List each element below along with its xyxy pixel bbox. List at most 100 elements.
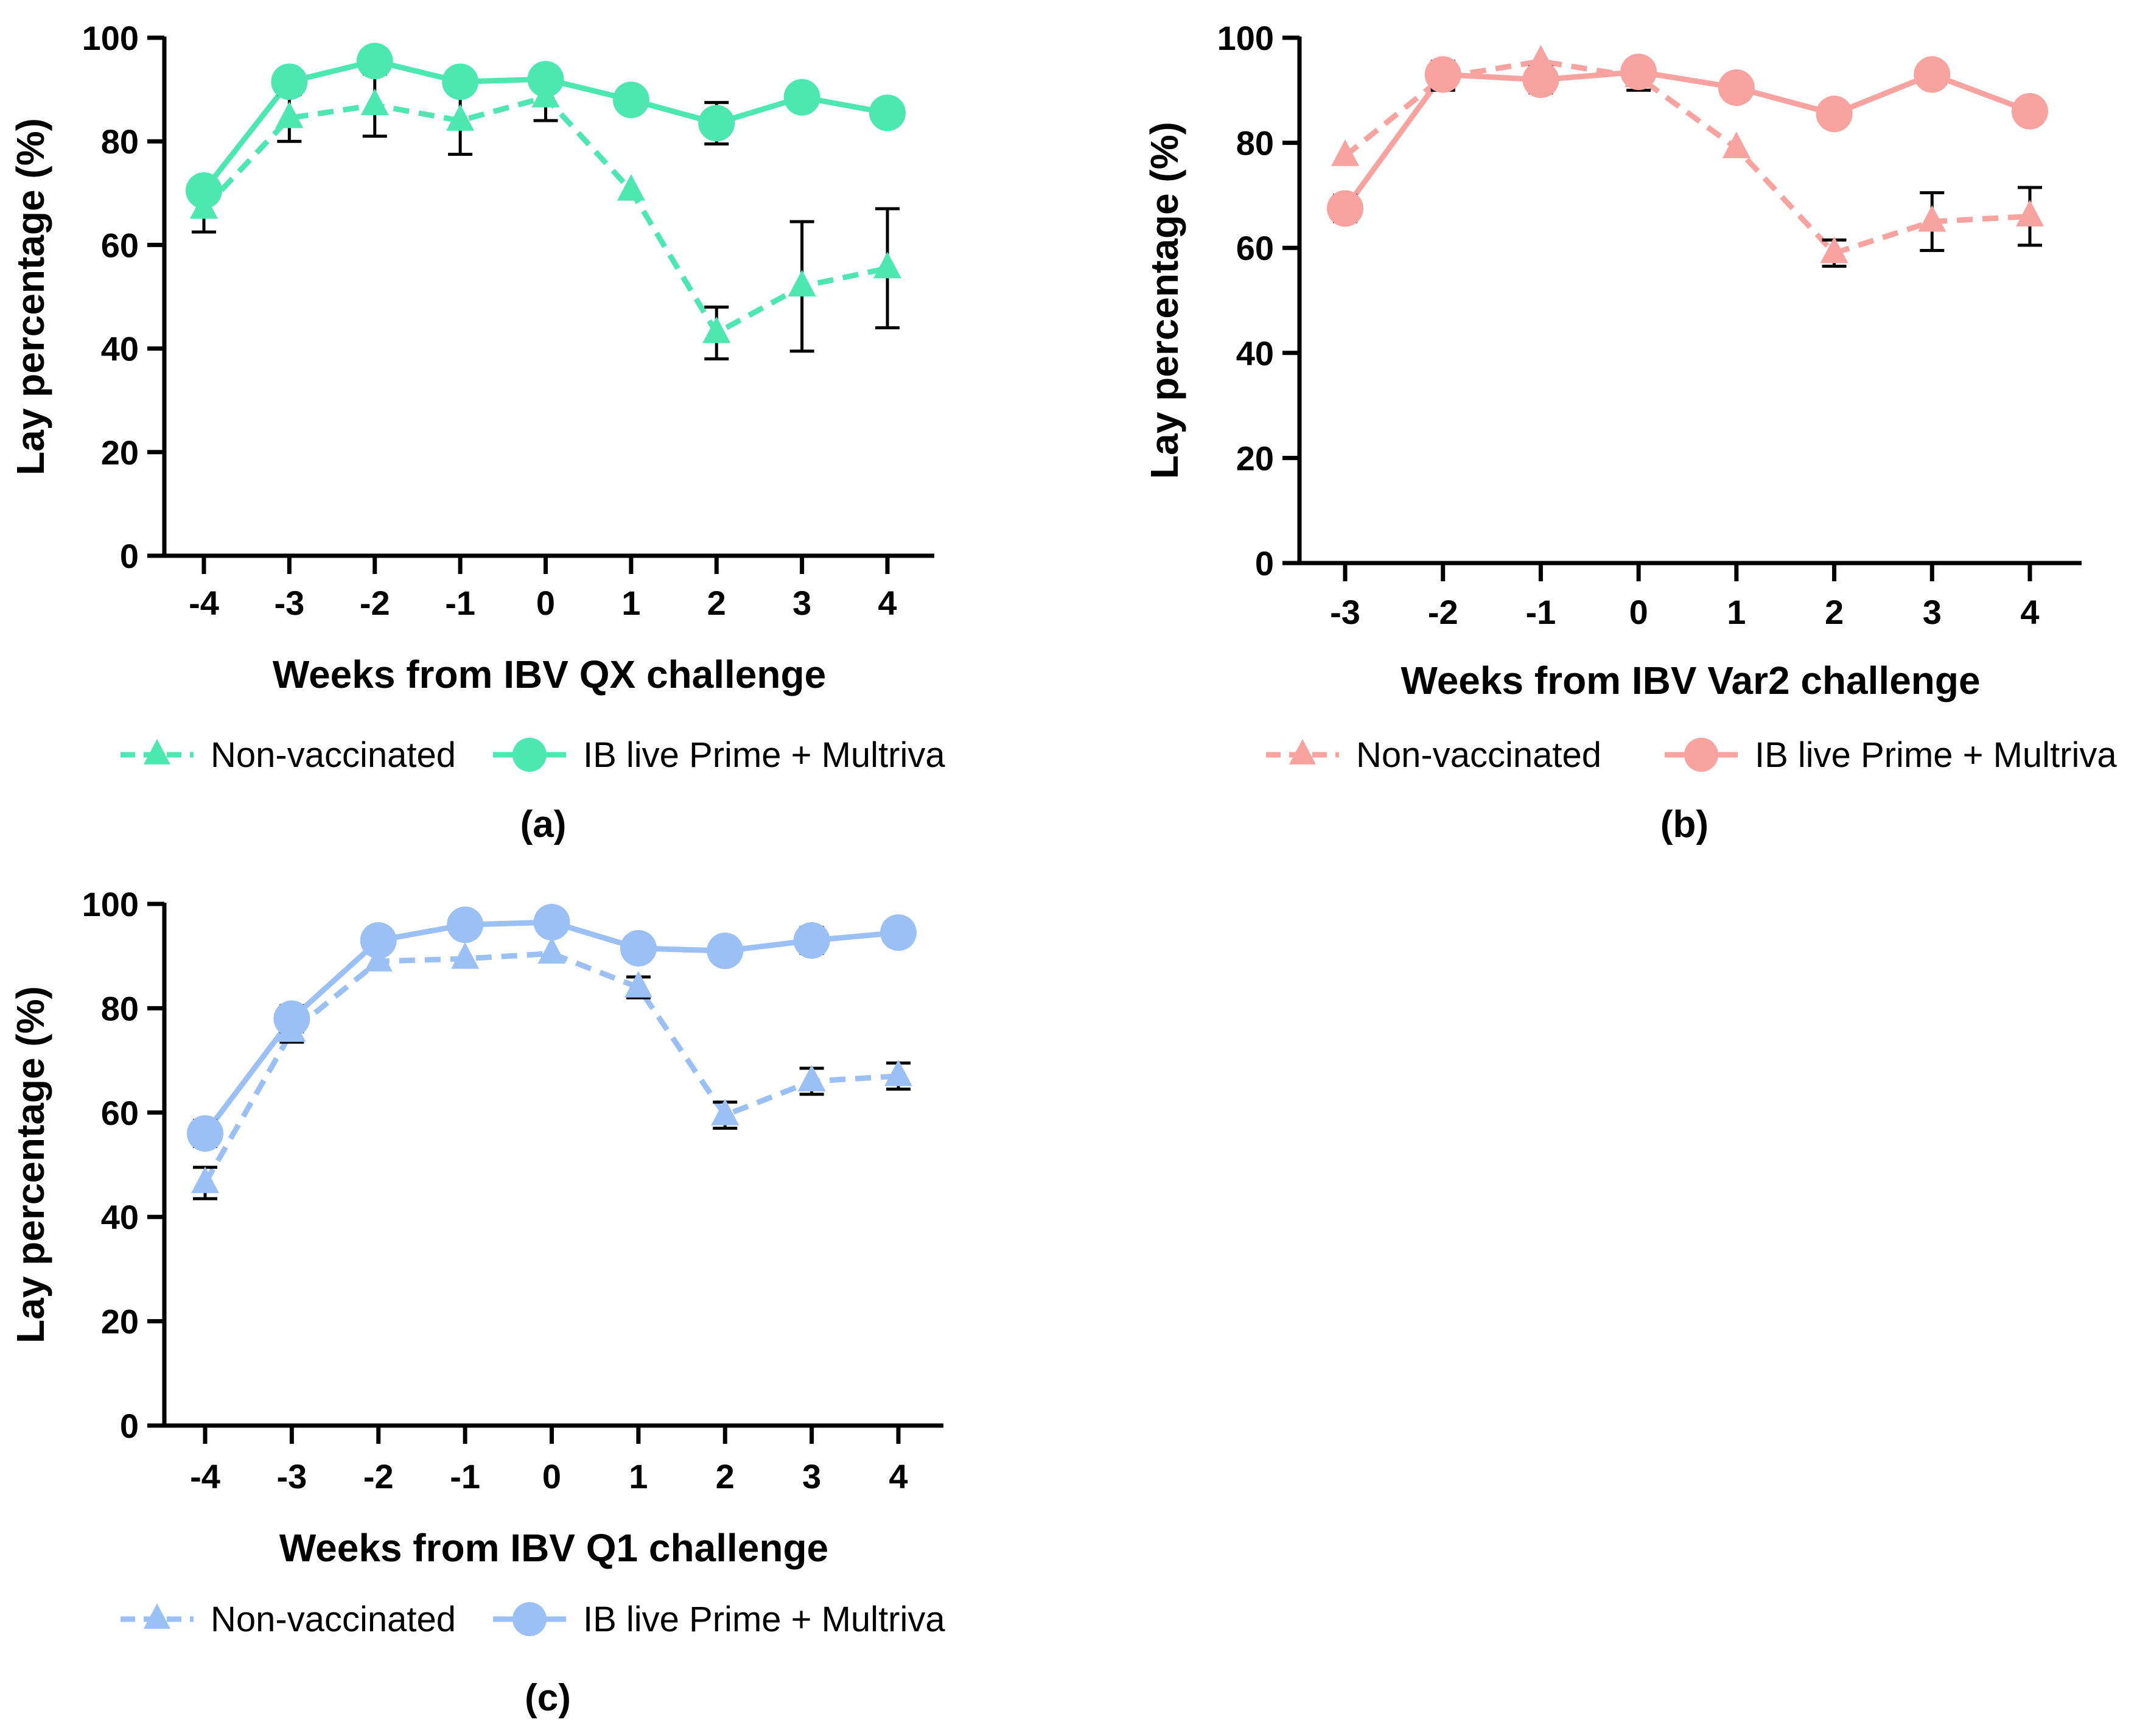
legend-marker-triangle xyxy=(144,1603,170,1629)
x-tick-label: 4 xyxy=(878,584,897,622)
x-tick-label: 1 xyxy=(621,584,640,622)
y-tick-label: 40 xyxy=(1236,334,1274,373)
x-tick-label: -2 xyxy=(1428,593,1458,631)
y-tick-label: 100 xyxy=(82,885,139,923)
x-tick-label: -3 xyxy=(1330,593,1360,631)
y-tick-label: 0 xyxy=(120,537,139,575)
y-tick-label: 80 xyxy=(1236,124,1274,163)
x-tick-label: 1 xyxy=(1727,593,1746,631)
legend-label: IB live Prime + Multriva xyxy=(583,1600,945,1639)
y-tick-label: 60 xyxy=(1236,229,1274,267)
legend-item-non-vaccinated: Non-vaccinated xyxy=(121,1600,456,1639)
series-line-vaccinated xyxy=(1343,69,2031,211)
data-point-triangle xyxy=(702,316,731,343)
panel-label: (c) xyxy=(525,1677,571,1719)
y-tick-label: 20 xyxy=(1236,439,1274,477)
y-tick-label: 20 xyxy=(101,1303,139,1341)
y-tick-label: 40 xyxy=(101,330,139,368)
y-tick-label: 60 xyxy=(101,1094,139,1132)
chart-panel-0: 0 20 40 60 80 100 -4 -3 -2 -1 0 1 2 3 4 Weeks from IBV … xyxy=(9,19,945,845)
x-tick-label: 2 xyxy=(1825,593,1844,631)
x-tick-label: -1 xyxy=(450,1457,480,1496)
x-tick-label: 0 xyxy=(542,1457,561,1496)
data-point-triangle xyxy=(1331,139,1359,166)
data-point-circle xyxy=(2012,93,2048,130)
data-point-circle xyxy=(187,1115,223,1152)
data-point-triangle xyxy=(2016,200,2044,227)
legend-item-vaccinated: IB live Prime + Multriva xyxy=(493,735,945,775)
x-tick-label: 3 xyxy=(802,1457,821,1496)
data-point-triangle xyxy=(797,1065,826,1091)
legend-marker-triangle xyxy=(1289,739,1316,765)
data-point-circle xyxy=(707,933,744,970)
y-tick-label: 100 xyxy=(1217,19,1274,57)
data-point-triangle xyxy=(711,1098,740,1125)
x-tick-label: 2 xyxy=(707,584,726,622)
data-point-triangle xyxy=(1820,236,1848,264)
panel-label: (b) xyxy=(1660,803,1709,845)
x-tick-label: -2 xyxy=(363,1457,394,1496)
legend-label: Non-vaccinated xyxy=(211,735,456,775)
data-point-triangle xyxy=(788,270,816,297)
y-tick-label: 60 xyxy=(101,226,139,264)
data-point-triangle xyxy=(873,251,901,279)
chart-panel-1: 0 20 40 60 80 100 -3 -2 -1 0 1 2 3 4 Weeks from IBV Va… xyxy=(1142,19,2117,845)
data-point-triangle xyxy=(360,88,389,116)
data-point-circle xyxy=(527,61,564,98)
legend-label: Non-vaccinated xyxy=(211,1600,456,1639)
data-point-circle xyxy=(1816,96,1853,133)
x-tick-label: -3 xyxy=(276,1457,307,1496)
data-point-circle xyxy=(1424,56,1461,93)
x-tick-label: -4 xyxy=(190,1457,220,1496)
y-tick-label: 100 xyxy=(82,19,139,57)
data-point-circle xyxy=(186,172,222,209)
legend-item-vaccinated: IB live Prime + Multriva xyxy=(493,1600,945,1639)
y-tick-label: 0 xyxy=(120,1407,139,1445)
legend-marker-triangle xyxy=(144,739,170,765)
data-point-triangle xyxy=(624,971,652,998)
x-tick-label: 4 xyxy=(2020,593,2039,631)
data-point-circle xyxy=(533,903,570,940)
data-point-circle xyxy=(360,922,397,959)
data-point-circle xyxy=(447,906,484,943)
x-tick-label: 1 xyxy=(629,1457,648,1496)
data-point-circle xyxy=(1914,56,1951,93)
x-axis-title: Weeks from IBV Var2 challenge xyxy=(1401,659,1980,702)
series-line-non-vaccinated xyxy=(203,950,899,1185)
data-point-circle xyxy=(1620,54,1657,91)
data-point-circle xyxy=(793,922,830,959)
x-tick-label: -4 xyxy=(189,584,219,622)
y-axis-title: Lay percentage (%) xyxy=(1142,122,1186,479)
data-point-circle xyxy=(612,82,649,119)
data-point-triangle xyxy=(537,937,566,964)
y-tick-label: 20 xyxy=(101,433,139,472)
data-point-circle xyxy=(698,105,735,142)
legend-label: IB live Prime + Multriva xyxy=(583,735,945,775)
legend-marker-circle xyxy=(512,1602,547,1636)
x-tick-label: -1 xyxy=(1526,593,1556,631)
x-tick-label: -3 xyxy=(274,584,304,622)
series-line-non-vaccinated xyxy=(201,94,888,336)
data-point-circle xyxy=(869,94,906,131)
y-axis-title: Lay percentage (%) xyxy=(9,118,52,475)
x-tick-label: 2 xyxy=(716,1457,735,1496)
data-point-circle xyxy=(1718,69,1755,106)
data-point-triangle xyxy=(617,173,645,201)
panel-label: (a) xyxy=(520,803,567,845)
legend-label: Non-vaccinated xyxy=(1356,735,1601,775)
x-tick-label: 3 xyxy=(792,584,811,622)
data-point-triangle xyxy=(884,1059,912,1087)
y-tick-label: 0 xyxy=(1255,544,1274,583)
x-axis-title: Weeks from IBV QX challenge xyxy=(273,653,826,696)
data-point-circle xyxy=(1327,190,1363,227)
data-point-triangle xyxy=(446,104,475,131)
legend-item-vaccinated: IB live Prime + Multriva xyxy=(1665,735,2117,775)
legend-item-non-vaccinated: Non-vaccinated xyxy=(121,735,456,775)
x-tick-label: 4 xyxy=(889,1457,908,1496)
x-tick-label: -1 xyxy=(445,584,475,622)
data-point-circle xyxy=(880,914,917,951)
data-point-triangle xyxy=(1722,131,1751,158)
y-tick-label: 80 xyxy=(101,122,139,161)
data-point-circle xyxy=(356,43,393,80)
